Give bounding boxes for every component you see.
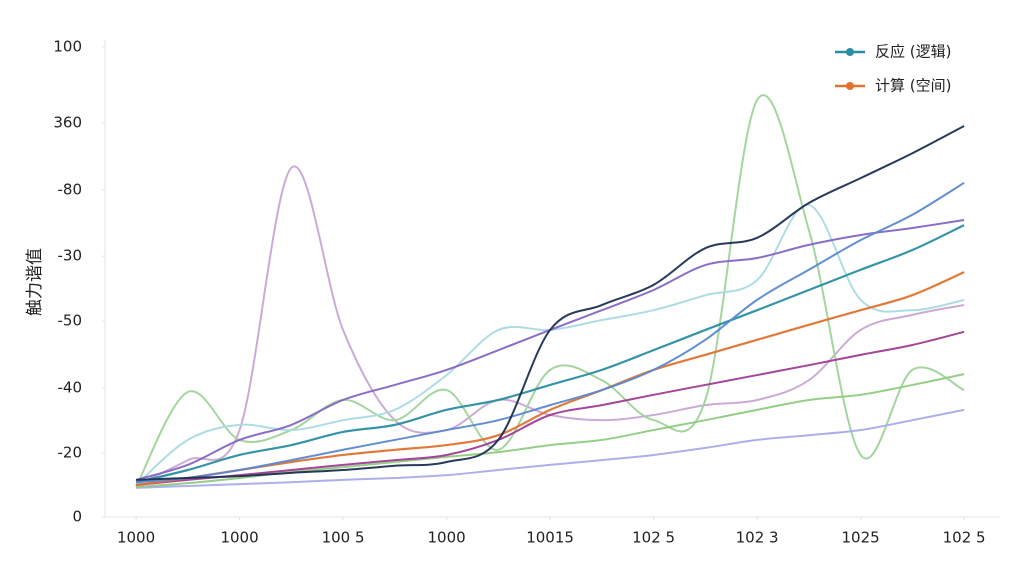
y-tick-label: 0: [72, 508, 82, 526]
y-tick-label: -40: [58, 379, 83, 397]
x-tick-label: 1025: [842, 529, 880, 547]
x-tick-label: 1000: [117, 529, 155, 547]
x-tick-label: 1000: [220, 529, 258, 547]
series-line: [135, 224, 965, 484]
x-tick-label: 102 3: [736, 529, 779, 547]
x-tick-label: 10015: [526, 529, 574, 547]
y-tick-label: -30: [58, 247, 83, 265]
legend-label: 反应 (逻辑): [875, 43, 951, 61]
x-tick-label: 1000: [427, 529, 465, 547]
y-tick-label: 360: [53, 114, 82, 132]
series-line: [135, 330, 965, 487]
y-axis-label: 触力谐值: [25, 248, 45, 316]
series-line: [135, 181, 965, 484]
y-tick-label: 100: [53, 38, 82, 56]
y-tick-label: -80: [58, 180, 83, 198]
series-line: [135, 271, 965, 487]
legend-label: 计算 (空间): [875, 77, 951, 95]
series-line: [135, 203, 965, 486]
y-tick-label: -50: [58, 312, 83, 330]
series-line: [135, 94, 965, 488]
legend-marker: [846, 48, 854, 56]
series-line: [136, 408, 965, 489]
x-tick-label: 102 5: [632, 529, 675, 547]
x-tick-label: 102 5: [943, 529, 986, 547]
legend-marker: [846, 82, 854, 90]
y-tick-label: -20: [58, 444, 83, 462]
series-line: [135, 373, 965, 488]
x-tick-label: 100 5: [322, 529, 365, 547]
series-line: [136, 125, 965, 481]
series-line: [135, 165, 965, 486]
